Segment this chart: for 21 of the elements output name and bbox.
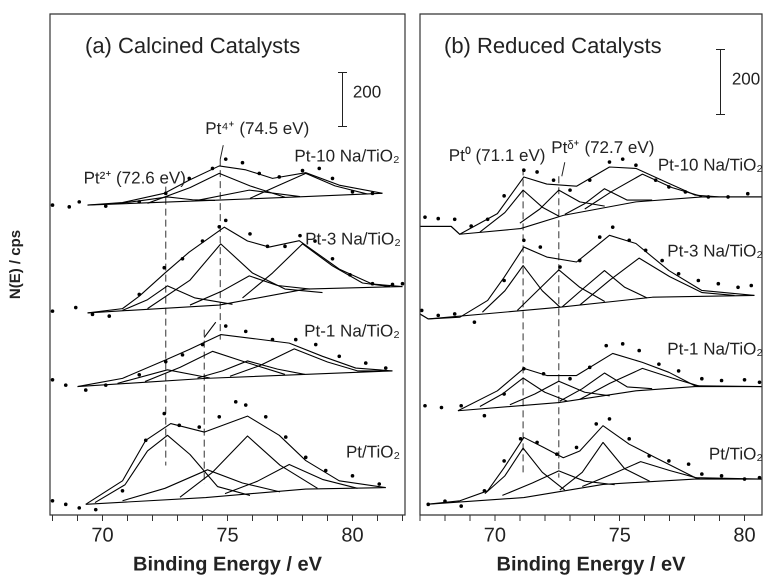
text: 200 [352, 82, 382, 102]
x-tick-label: 70 [484, 524, 506, 547]
x-tick-label: 80 [733, 524, 756, 547]
text: 200 [732, 70, 760, 89]
annotation: Pt-3 Na/TiO₂ [305, 230, 401, 249]
y-axis-title: N(E) / cps [7, 230, 24, 300]
x-tick-label: 80 [341, 524, 364, 547]
annotation: Pt/TiO₂ [346, 442, 400, 462]
annotation: Pt-10 Na/TiO₂ [294, 146, 400, 166]
chart-title: (b) Reduced Catalysts [444, 33, 662, 58]
annotation: Pt-1 Na/TiO₂ [304, 322, 400, 341]
x-axis-title: Binding Energy / eV [496, 554, 686, 576]
annotation: Pt⁰ (71.1 eV) [448, 146, 546, 166]
chart-title: (a) Calcined Catalysts [85, 33, 300, 58]
x-tick-label: 75 [216, 524, 239, 547]
x-axis-title: Binding Energy / eV [133, 554, 323, 576]
x-tick-label: 70 [91, 524, 114, 547]
annotation: Ptᵟ⁺ (72.7 eV) [551, 138, 654, 157]
annotation: Pt²⁺ (72.6 eV) [84, 168, 186, 188]
annotation: Pt⁴⁺ (74.5 eV) [205, 118, 310, 138]
x-tick-label: 75 [608, 524, 631, 547]
